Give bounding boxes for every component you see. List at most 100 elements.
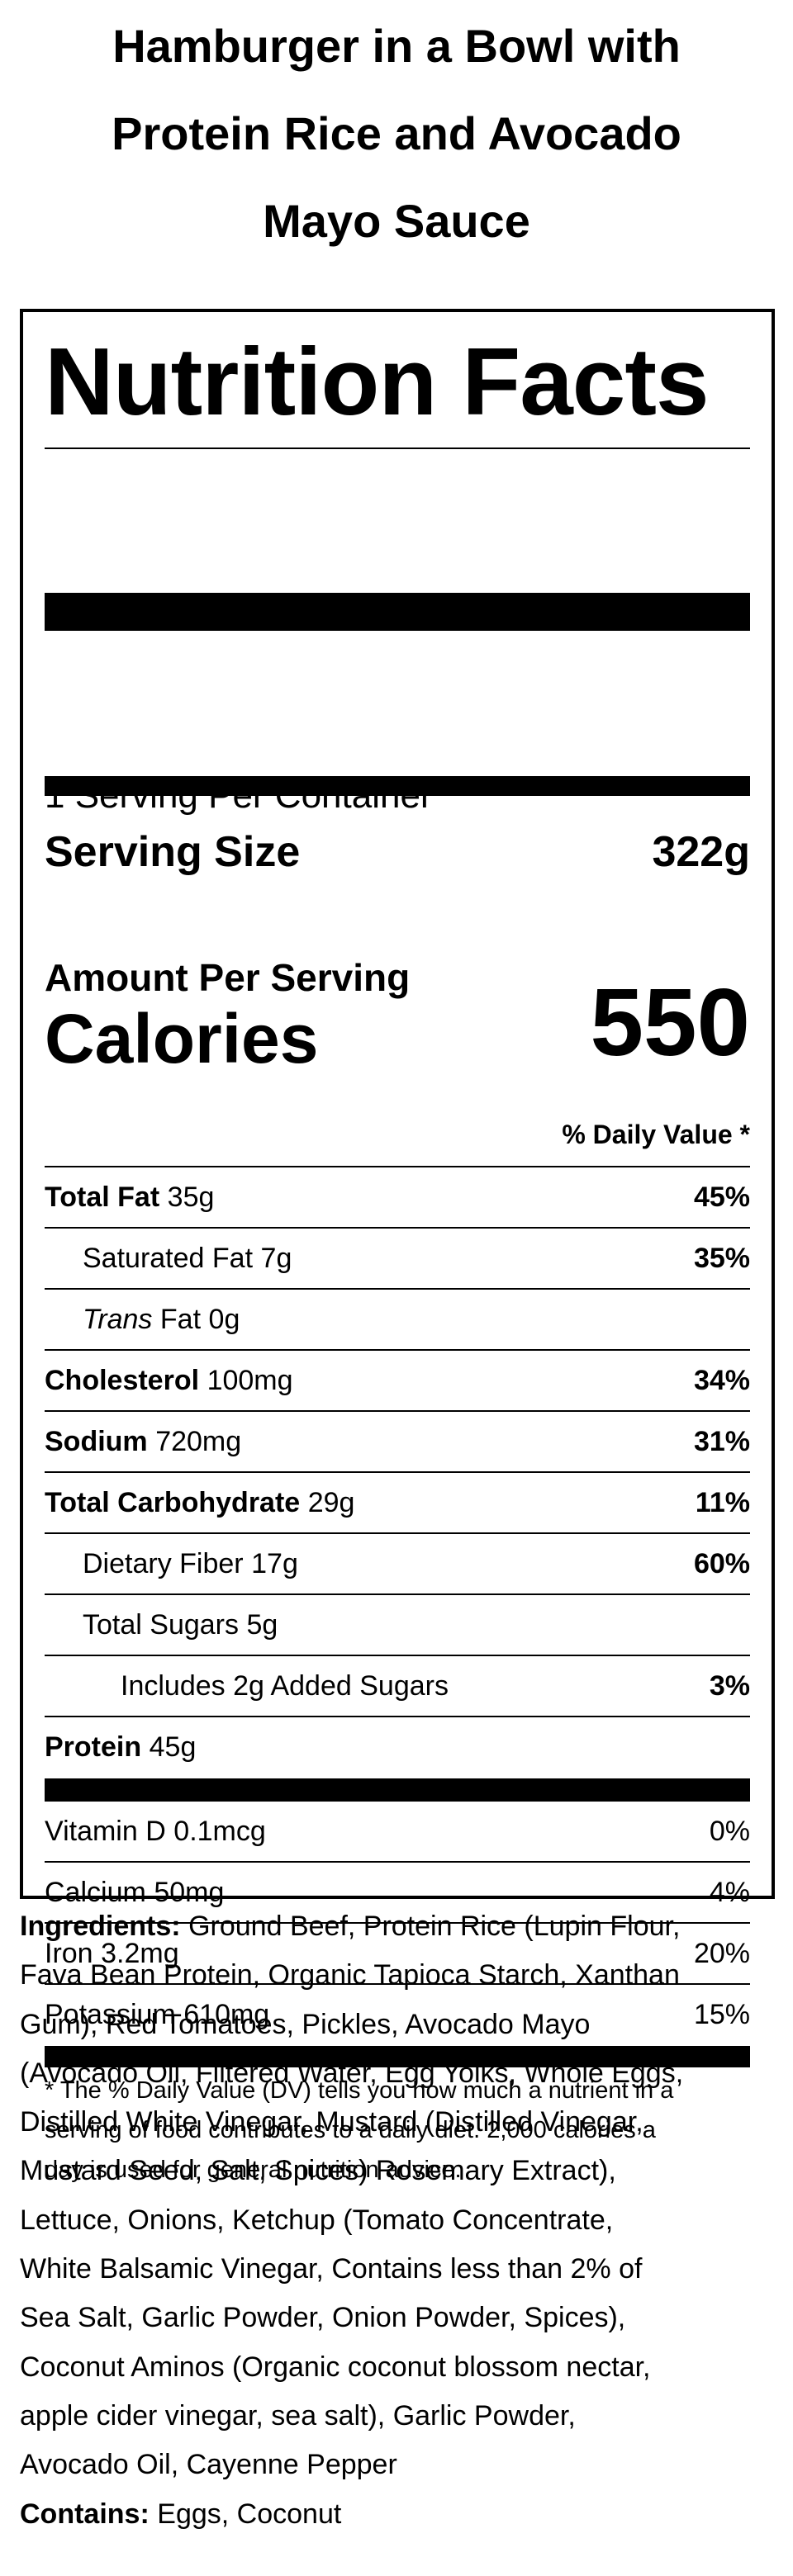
nutrient-row: Includes 2g Added Sugars 3% [45, 1656, 750, 1717]
ingredients-text: Sea Salt, Garlic Powder, Onion Powder, S… [20, 2302, 626, 2334]
nutrient-amount: 0g [208, 1303, 240, 1335]
ingredients-text: apple cider vinegar, sea salt), Garlic P… [20, 2399, 576, 2432]
ingredients-line: Avocado Oil, Cayenne Pepper [20, 2441, 683, 2489]
thick-rule [45, 593, 750, 631]
nutrient-rows: Total Fat 35g 45% Saturated Fat 7g 35% Trans Fa… [45, 1167, 750, 1777]
nutrient: Sodium 720mg [45, 1426, 241, 1458]
serving-size-label: Serving Size [45, 828, 301, 876]
serving-size: 322g [652, 828, 750, 876]
rule [45, 447, 750, 449]
nutrient: Trans Fat 0g [45, 1304, 240, 1336]
vitamin: Vitamin D 0.1mcg [45, 1816, 266, 1848]
nutrient-row: Protein 45g [45, 1717, 750, 1777]
ingredients-text: White Balsamic Vinegar, Contains less th… [20, 2253, 643, 2285]
nutrient: Dietary Fiber 17g [45, 1548, 298, 1580]
nutrient-amount: 100mg [207, 1364, 293, 1396]
footnote-line: * The % Daily Value (DV) tells you how m… [45, 2077, 674, 2104]
nutrient-row: Total Carbohydrate 29g 11% [45, 1473, 750, 1534]
vitamin: Calcium 50mg [45, 1877, 224, 1909]
title-line: Protein Rice and Avocado [112, 107, 681, 159]
ingredients-text: Avocado Oil, Cayenne Pepper [20, 2449, 397, 2481]
footnote-line: serving of food contributes to a daily d… [45, 2117, 656, 2143]
nutrient-row: Cholesterol 100mg 34% [45, 1351, 750, 1412]
nutrient-amount: 7g [260, 1242, 292, 1274]
serving-size-row: Serving Size 322g [45, 827, 750, 877]
nutrient-name: Cholesterol [45, 1364, 200, 1396]
nutrient-name-italic: Trans [83, 1303, 153, 1335]
ingredients-text: Gum), Red Tomatoes, Pickles, Avocado May… [20, 2008, 591, 2040]
ingredients-text: Lettuce, Onions, Ketchup (Tomato Concent… [20, 2204, 614, 2236]
daily-value: 45% [693, 1181, 750, 1213]
nutrient-name: Includes 2g Added Sugars [121, 1669, 449, 1702]
ingredients-text: Fava Bean Protein, Organic Tapioca Starc… [20, 1959, 680, 1991]
contains-label: Contains: [20, 2498, 150, 2530]
ingredients-line: Sea Salt, Garlic Powder, Onion Powder, S… [20, 2294, 683, 2342]
vitamin-rows: Vitamin D 0.1mcg 0% Calcium 50mg 4% Iron 3.2mg 2… [45, 1802, 750, 2044]
nutrient-row: Total Sugars 5g [45, 1595, 750, 1656]
nutrient-row: Saturated Fat 7g 35% [45, 1229, 750, 1290]
amount-per-serving: Amount Per Serving [45, 956, 411, 999]
vitamin-name: Vitamin D [45, 1815, 166, 1847]
medium-rule [45, 2046, 750, 2067]
daily-value: 0% [709, 1815, 750, 1847]
nutrient-row: Trans Fat 0g [45, 1290, 750, 1351]
vitamin-amount: 0.1mcg [173, 1815, 266, 1847]
vitamin-amount: 3.2mg [101, 1937, 179, 1969]
nutrient-amount: 17g [251, 1547, 298, 1579]
nutrient-name: Protein [45, 1731, 142, 1763]
ingredients: Ingredients: Ground Beef, Protein Rice (L… [20, 1902, 683, 2539]
ingredients-line: Distilled White Vinegar, Mustard (Distil… [20, 2098, 683, 2147]
medium-rule [45, 776, 750, 796]
daily-value: 3% [709, 1669, 750, 1702]
daily-value: 4% [709, 1876, 750, 1908]
nutrient-row: Dietary Fiber 17g 60% [45, 1534, 750, 1595]
ingredients-text: (Avocado Oil, Filtered Water, Egg Yolks,… [20, 2057, 684, 2089]
nutrient: Includes 2g Added Sugars [45, 1670, 449, 1702]
title-line: Hamburger in a Bowl with [112, 20, 681, 72]
ingredients-text: Ground Beef, Protein Rice (Lupin Flour, [188, 1911, 681, 1942]
nutrient-name: Total Fat [45, 1181, 160, 1213]
ingredients-label: Ingredients: [20, 1911, 181, 1942]
vitamin-row: Potassium 610mg 15% [45, 1985, 750, 2044]
vitamin-amount: 610mg [183, 1998, 270, 2030]
daily-value: 11% [695, 1486, 750, 1518]
vitamin: Iron 3.2mg [45, 1938, 179, 1970]
daily-value: 60% [693, 1547, 750, 1579]
nutrient-amount: 35g [167, 1181, 215, 1213]
ingredients-line: apple cider vinegar, sea salt), Garlic P… [20, 2392, 683, 2441]
daily-value: 35% [693, 1242, 750, 1274]
nutrient: Cholesterol 100mg [45, 1365, 293, 1397]
ingredients-line: (Avocado Oil, Filtered Water, Egg Yolks,… [20, 2049, 683, 2098]
daily-value-header: % Daily Value * [562, 1120, 750, 1149]
ingredients-line: Fava Bean Protein, Organic Tapioca Starc… [20, 1951, 683, 2000]
footnote: * The % Daily Value (DV) tells you how m… [45, 2071, 673, 2190]
ingredients-text: Distilled White Vinegar, Mustard (Distil… [20, 2106, 643, 2138]
nutrient-name: Total Carbohydrate [45, 1486, 301, 1518]
nutrient-amount: 29g [307, 1486, 355, 1518]
nutrient: Total Carbohydrate 29g [45, 1487, 354, 1519]
vitamin-name: Calcium [45, 1876, 146, 1908]
daily-value: 15% [693, 1998, 750, 2030]
nutrient-amount: 5g [246, 1608, 278, 1641]
rule [45, 1166, 750, 1167]
thick-rule [45, 1778, 750, 1802]
daily-value: 34% [693, 1364, 750, 1396]
nutrient: Saturated Fat 7g [45, 1243, 292, 1275]
contains-text: Eggs, Coconut [157, 2498, 342, 2530]
ingredients-line: Lettuce, Onions, Ketchup (Tomato Concent… [20, 2196, 683, 2245]
daily-value: 20% [693, 1937, 750, 1969]
nutrient-name: Dietary Fiber [83, 1547, 244, 1579]
nutrient-row: Sodium 720mg 31% [45, 1412, 750, 1473]
nutrient-row: Total Fat 35g 45% [45, 1167, 750, 1229]
vitamin-row: Calcium 50mg 4% [45, 1863, 750, 1924]
ingredients-line: Coconut Aminos (Organic coconut blossom … [20, 2343, 683, 2392]
ingredients-line: White Balsamic Vinegar, Contains less th… [20, 2245, 683, 2294]
nutrition-label: Nutrition Facts 1 Serving Per Container … [20, 309, 775, 2183]
nutrient-amount: 720mg [155, 1425, 242, 1457]
label-heading: Nutrition Facts [45, 328, 709, 435]
recipe-title: Hamburger in a Bowl with Protein Rice and… [0, 2, 793, 265]
vitamin-amount: 50mg [154, 1876, 225, 1908]
vitamin-name: Iron [45, 1937, 93, 1969]
nutrient-name: Total Sugars [83, 1608, 239, 1641]
